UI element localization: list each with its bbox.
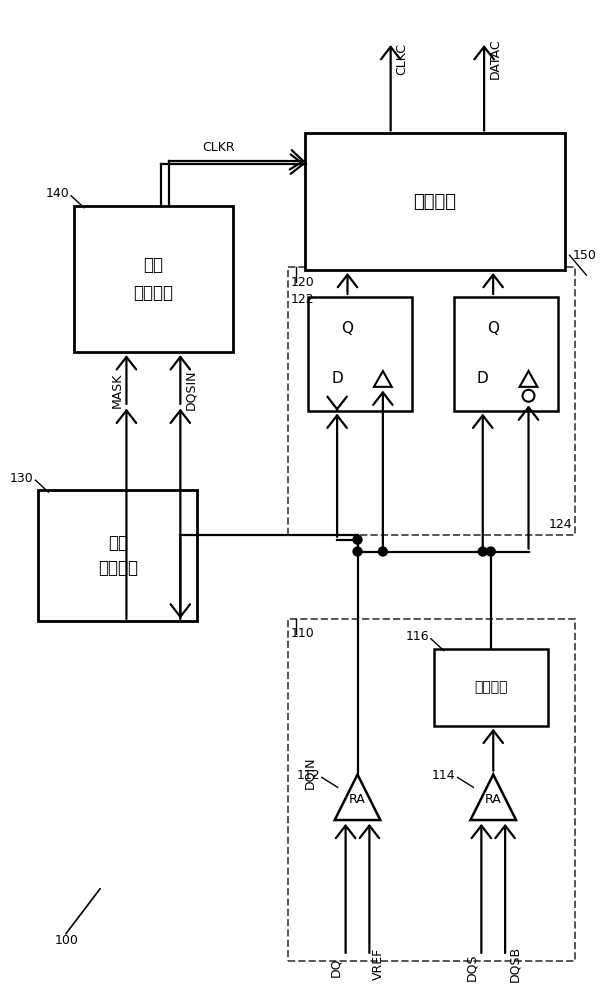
Text: 时钟: 时钟 (143, 256, 163, 274)
Text: 120: 120 (291, 276, 315, 289)
Text: 控制逻辑: 控制逻辑 (134, 284, 174, 302)
Text: MASK: MASK (110, 372, 123, 408)
Bar (74, 206, 232, 352)
Text: DQ: DQ (330, 958, 342, 977)
Text: 100: 100 (54, 934, 78, 947)
Bar (288, 267, 575, 535)
Text: 112: 112 (296, 769, 320, 782)
Circle shape (486, 547, 495, 556)
Text: VREF: VREF (372, 948, 385, 980)
Text: DQSB: DQSB (508, 946, 521, 982)
Bar (434, 649, 548, 726)
Text: D: D (331, 371, 343, 386)
Text: DQIN: DQIN (304, 756, 316, 789)
Circle shape (378, 547, 387, 556)
Bar (38, 490, 197, 621)
Text: DQSIN: DQSIN (185, 370, 197, 410)
Text: CLKR: CLKR (203, 141, 235, 154)
Bar (305, 133, 565, 270)
Text: D: D (477, 371, 489, 386)
Text: CLKC: CLKC (396, 43, 409, 75)
Text: 延迟电路: 延迟电路 (474, 680, 507, 694)
Bar (288, 619, 575, 961)
Text: 114: 114 (432, 769, 456, 782)
Text: 140: 140 (46, 187, 69, 200)
Text: RA: RA (485, 793, 501, 806)
Bar (453, 297, 558, 411)
Circle shape (353, 535, 362, 544)
Bar (308, 297, 412, 411)
Text: 产生电路: 产生电路 (98, 559, 138, 577)
Text: 遮罩: 遮罩 (107, 534, 127, 552)
Text: RA: RA (349, 793, 366, 806)
Text: 124: 124 (549, 518, 572, 531)
Text: 130: 130 (10, 472, 33, 485)
Text: 150: 150 (572, 249, 597, 262)
Text: DATAC: DATAC (489, 39, 502, 79)
Text: Q: Q (487, 321, 499, 336)
Text: 110: 110 (291, 627, 315, 640)
Circle shape (478, 547, 487, 556)
Text: DQS: DQS (466, 954, 478, 981)
Circle shape (353, 547, 362, 556)
Text: 解复用器: 解复用器 (413, 193, 456, 211)
Text: 122: 122 (291, 293, 315, 306)
Text: 116: 116 (405, 630, 429, 643)
Circle shape (523, 390, 535, 402)
Text: Q: Q (342, 321, 353, 336)
